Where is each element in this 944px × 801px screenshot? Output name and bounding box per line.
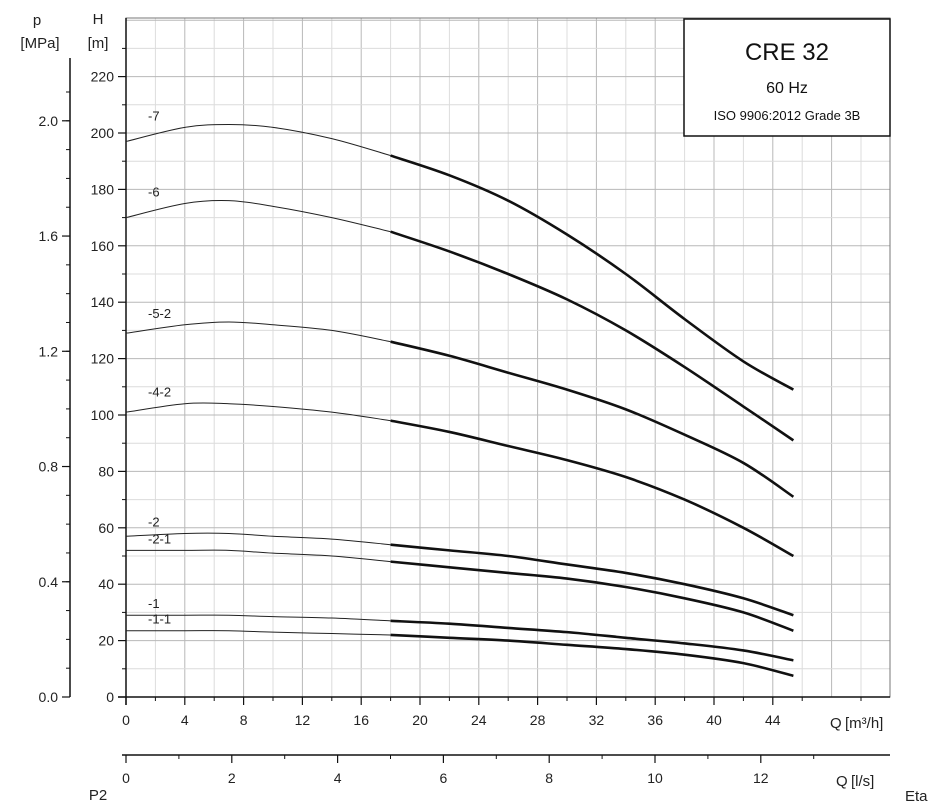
curve-label--2: -2 [148,514,160,529]
curve-label--5-2: -5-2 [148,306,171,321]
h-axis-tick-label: 120 [91,351,115,367]
y-axis-unit: [m] [88,35,109,52]
q-axis-tick-label: 36 [647,712,663,728]
x-axis-unit: [m³/h] [845,715,883,732]
x-axis-label: Q [830,715,842,732]
p-axis-tick-label: 0.4 [39,574,59,590]
chart-standard: ISO 9906:2012 Grade 3B [714,108,861,123]
eta-label: Eta [905,788,928,801]
q-axis-tick-label: 12 [295,712,311,728]
q-axis-tick-label: 24 [471,712,487,728]
curve--2-1-thin [126,549,391,563]
chart-title: CRE 32 [745,39,829,66]
q-axis-tick-label: 40 [706,712,722,728]
curve--5-2-bold [390,340,795,498]
h-axis-tick-label: 100 [91,407,115,423]
curves [125,124,795,678]
curve-label--4-2: -4-2 [148,385,171,400]
q-axis-tick-label: 20 [412,712,428,728]
curve--1-thin [126,614,391,622]
curve--6-thin [125,200,391,233]
curve-label--1-1: -1-1 [148,612,171,627]
curve--1-1-thin [126,630,391,636]
curve-label--7: -7 [148,108,160,123]
title-box-frame [683,18,891,137]
h-axis-tick-label: 20 [98,633,114,649]
h-axis-tick-label: 60 [98,520,114,536]
h-axis-tick-label: 200 [91,125,115,141]
h-axis-tick-label: 220 [91,69,115,85]
curve-label--6: -6 [148,185,160,200]
h-axis-tick-label: 0 [106,689,114,705]
q-axis-tick-label: 44 [765,712,781,728]
curve-label--1: -1 [148,596,160,611]
curve--2-1-bold [390,560,794,632]
y2-axis-label: p [33,12,41,29]
q-axis-tick-label: 16 [353,712,369,728]
h-axis-tick-label: 180 [91,181,115,197]
curve--4-2-bold [390,419,795,558]
h-axis-tick-label: 80 [98,463,114,479]
qls-axis-tick-label: 2 [228,770,236,786]
curve--4-2-thin [125,402,391,422]
q-axis-tick-label: 8 [240,712,248,728]
axes: 0204060801001201401601802002200.00.40.81… [39,18,890,786]
q-axis-tick-label: 0 [122,712,130,728]
x2-axis-unit: [l/s] [851,773,874,790]
h-axis-tick-label: 160 [91,238,115,254]
title-box: CRE 32 60 Hz ISO 9906:2012 Grade 3B [683,18,891,137]
qls-axis-tick-label: 4 [334,770,342,786]
p-axis-tick-label: 1.2 [39,343,59,359]
q-axis-tick-label: 28 [530,712,546,728]
curve--1-bold [390,619,794,662]
x2-axis-label: Q [836,773,848,790]
curve-labels: -7 -6 -5-2 -4-2 -2 -2-1 -1-1-1 [148,108,171,626]
p-axis-tick-label: 1.6 [39,228,59,244]
curve--7-thin [125,124,391,157]
p-axis-tick-label: 2.0 [39,113,59,129]
p-axis-tick-label: 0.8 [39,459,59,475]
h-axis-tick-label: 140 [91,294,115,310]
curve--7-bold [390,154,795,391]
qls-axis-tick-label: 6 [440,770,448,786]
curve--1-1-bold [390,633,794,678]
y2-axis-unit: [MPa] [20,35,59,52]
curve--6-bold [390,230,795,442]
q-axis-tick-label: 32 [589,712,605,728]
p2-label: P2 [89,787,107,801]
curve-label--2-1: -2-1 [148,531,171,546]
qls-axis-tick-label: 8 [545,770,553,786]
chart-subtitle: 60 Hz [766,80,808,97]
qls-axis-tick-label: 12 [753,770,769,786]
curve--2-thin [125,532,391,546]
curve--2-bold [390,543,794,617]
h-axis-tick-label: 40 [98,576,114,592]
y-axis-label: H [93,11,104,28]
p-axis-tick-label: 0.0 [39,689,59,705]
curve--5-2-thin [125,321,391,343]
qls-axis-tick-label: 10 [647,770,663,786]
qls-axis-tick-label: 0 [122,770,130,786]
q-axis-tick-label: 4 [181,712,189,728]
